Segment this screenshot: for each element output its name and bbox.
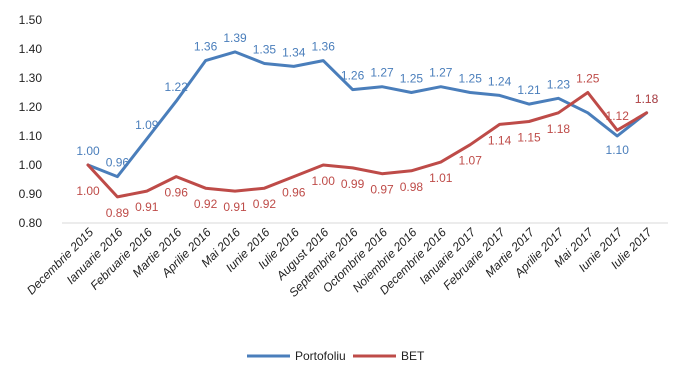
data-label-portofoliu: 1.27: [429, 66, 453, 80]
data-label-portofoliu: 1.26: [341, 69, 365, 83]
y-axis: 1.50 1.40 1.30 1.20 1.10 1.00 0.90 0.80: [19, 13, 43, 230]
data-label-portofoliu: 1.36: [194, 40, 218, 54]
data-label-portofoliu: 1.36: [312, 40, 336, 54]
data-label-portofoliu: 1.10: [606, 143, 630, 157]
data-label-bet: 1.00: [312, 174, 336, 188]
data-label-bet: 0.92: [194, 197, 218, 211]
data-label-bet: 1.01: [429, 171, 453, 185]
data-label-portofoliu: 0.96: [106, 156, 130, 170]
data-label-bet: 0.99: [341, 177, 365, 191]
data-label-portofoliu: 1.25: [459, 72, 483, 86]
legend-label-bet: BET: [401, 349, 425, 363]
y-tick-label: 1.00: [19, 158, 43, 172]
legend-item-portofoliu: Portofoliu: [247, 349, 346, 363]
data-label-portofoliu: 1.18: [635, 92, 659, 106]
series-line-portofoliu: [86, 50, 649, 179]
y-tick-label: 0.80: [19, 216, 43, 230]
data-label-portofoliu: 1.23: [547, 77, 571, 91]
data-label-bet: 0.91: [223, 200, 247, 214]
data-label-portofoliu: 1.24: [488, 74, 512, 88]
data-label-portofoliu: 1.39: [223, 31, 247, 45]
data-label-bet: 0.89: [106, 206, 130, 220]
data-label-bet: 0.97: [370, 183, 394, 197]
data-label-bet: 0.98: [400, 180, 424, 194]
y-tick-label: 1.50: [19, 13, 43, 27]
data-label-portofoliu: 1.09: [135, 118, 159, 132]
series-line-bet: [86, 91, 649, 199]
data-label-portofoliu: 1.25: [400, 72, 424, 86]
data-label-portofoliu: 1.27: [370, 66, 394, 80]
y-tick-label: 1.30: [19, 71, 43, 85]
data-label-bet: 1.15: [517, 131, 541, 145]
data-label-bet: 1.00: [76, 184, 100, 198]
data-label-bet: 0.92: [253, 197, 277, 211]
data-label-bet: 1.12: [606, 109, 630, 123]
data-labels: 1.00 0.96 1.09 1.22 1.36 1.39 1.35 1.34 1.36 1.26…: [76, 31, 658, 220]
y-tick-label: 0.90: [19, 187, 43, 201]
series-layer: [86, 50, 649, 199]
data-label-bet: 1.14: [488, 133, 512, 147]
y-tick-label: 1.10: [19, 129, 43, 143]
legend-item-bet: BET: [353, 349, 425, 363]
data-label-portofoliu: 1.00: [76, 144, 100, 158]
data-label-bet: 1.18: [635, 92, 659, 106]
data-label-bet: 0.91: [135, 200, 159, 214]
y-tick-label: 1.20: [19, 100, 43, 114]
data-label-bet: 1.18: [547, 122, 571, 136]
data-label-bet: 0.96: [282, 186, 306, 200]
data-label-bet: 1.25: [576, 72, 600, 86]
data-label-bet: 0.96: [165, 186, 189, 200]
data-label-portofoliu: 1.35: [253, 43, 277, 57]
data-label-bet: 1.07: [459, 154, 483, 168]
y-tick-label: 1.40: [19, 42, 43, 56]
data-label-portofoliu: 1.21: [517, 83, 541, 97]
legend-label-portofoliu: Portofoliu: [295, 349, 346, 363]
data-label-portofoliu: 1.22: [165, 80, 189, 94]
legend: Portofoliu BET: [247, 349, 425, 363]
data-label-portofoliu: 1.34: [282, 45, 306, 59]
